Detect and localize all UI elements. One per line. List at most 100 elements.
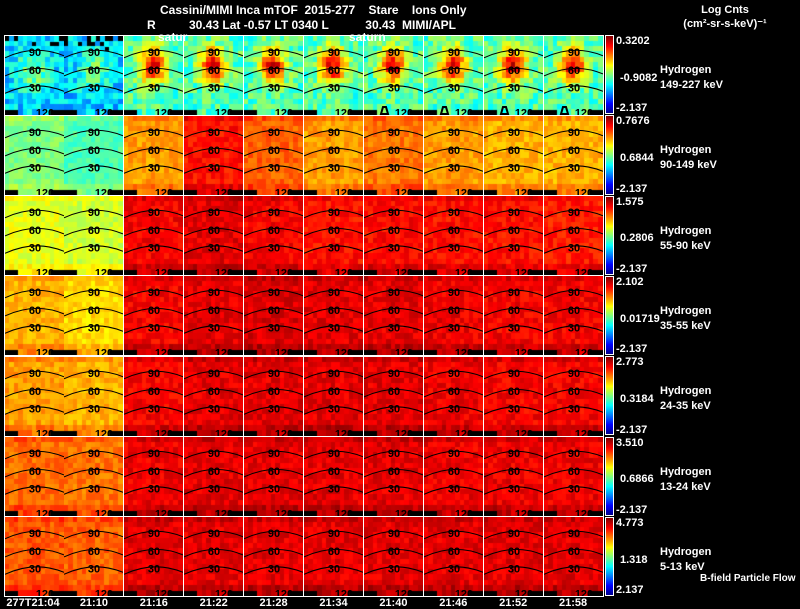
heatmap-panel: 90 60 30 120 [244,356,304,436]
heatmap-panel: 90 60 30 120 [124,356,184,436]
heatmap-cells [124,517,184,597]
heatmap-panel: 90 60 30 120 [363,115,423,195]
angle-contour-label: 120 [35,107,53,114]
angle-contour-label: 120 [155,589,173,596]
angle-contour-label: 30 [328,564,340,576]
energy-range-label: 24-35 keV [660,400,711,413]
angle-contour-label: 90 [88,287,100,299]
angle-contour [124,67,184,76]
angle-contour [124,325,184,335]
angle-contour [543,228,603,237]
angle-contour-label: 120 [35,509,53,516]
heatmap-panel: 90 60 30 120 [4,115,64,195]
angle-contour [4,325,64,335]
angle-contour-label: 90 [268,528,280,540]
angle-contour-label: 90 [28,287,40,299]
angle-contour-label: 30 [388,323,400,335]
angle-contour [363,531,423,540]
angle-contour [423,486,483,495]
angle-contour-label: 120 [335,187,353,194]
angle-contour [64,165,124,174]
heatmap-cells [363,196,423,276]
angle-contour-label: 30 [508,242,520,254]
saturn-marker-label: satur [158,30,188,44]
angle-contour-label: 90 [148,127,160,139]
angle-contour [423,245,483,254]
angle-contour-label: 90 [88,207,100,219]
angle-contour-label: 120 [215,348,233,355]
angle-contour-label: 120 [574,107,592,114]
angle-contour-label: 30 [508,82,520,94]
heatmap-cells [543,196,603,276]
angle-contour [423,450,483,460]
heatmap-panel: 90 60 30 120 [124,196,184,276]
angle-contour-label: 120 [455,268,473,275]
angle-contour-label: 90 [208,127,220,139]
heatmap-cells [363,356,423,436]
angle-contour-label: 60 [508,225,520,237]
angle-contour-label: 30 [567,242,579,254]
angle-contour [64,290,124,299]
heatmap-cells [423,356,483,436]
angle-contour [304,566,363,576]
angle-contour-label: 90 [88,448,100,460]
angle-contour [483,165,543,174]
angle-contour [64,129,124,139]
angle-contour [363,209,423,219]
energy-range-label: 35-55 keV [660,320,711,332]
heatmap-panel: 90 60 30 120 [483,356,543,436]
angle-contour-label: 60 [268,64,280,76]
angle-contour-label: 90 [388,448,400,460]
angle-contour-label: 30 [388,564,400,576]
angle-contour [244,165,304,174]
angle-contour [244,228,304,237]
colorbar-min-label: 2.137 [616,584,644,597]
angle-contour [543,209,603,219]
angle-contour [363,486,423,495]
angle-contour-label: 120 [215,187,233,194]
angle-contour [4,245,64,254]
angle-contour [184,370,244,379]
heatmap-cells [483,276,543,356]
heatmap-cells [64,517,124,597]
angle-contour-label: 120 [215,107,233,114]
angle-contour [124,531,184,540]
angle-contour-label: 30 [88,162,100,174]
angle-contour-label: 60 [88,145,100,157]
angle-contour-label: 30 [388,403,400,415]
bfield-marker [499,105,510,115]
angle-contour-label: 90 [148,287,160,299]
angle-contour-label: 30 [388,483,400,495]
angle-contour-label: 30 [268,162,280,174]
angle-contour [304,370,363,379]
angle-contour [4,486,64,495]
angle-contour [363,406,423,415]
angle-contour-label: 30 [567,323,579,335]
heatmap-panel: 90 60 30 120 [4,196,64,276]
angle-contour [64,325,124,335]
angle-contour-label: 60 [328,145,340,157]
angle-contour-label: 30 [28,162,40,174]
channel-label: Hydrogen 24-35 keV [660,384,711,414]
angle-contour [4,49,64,58]
heatmap-panel: 90 60 30 120 [483,276,543,356]
angle-contour-label: 60 [268,145,280,157]
angle-contour-label: 90 [148,367,160,379]
angle-contour-label: 60 [567,225,579,237]
angle-contour [64,566,124,576]
colorbar-min-label: -2.137 [616,343,648,356]
angle-contour-label: 30 [88,82,100,94]
colorbar-max-label: 4.773 [616,516,644,529]
angle-contour [483,468,543,478]
angle-contour [4,370,64,379]
angle-contour [543,549,603,558]
angle-contour [244,531,304,540]
angle-contour [64,147,124,157]
heatmap-cells [483,356,543,436]
angle-contour [64,468,124,478]
colorbar-max-label: 2.773 [616,356,644,369]
angle-contour-label: 60 [328,466,340,478]
angle-contour [4,450,64,460]
angle-contour-label: 90 [388,528,400,540]
angle-contour-label: 60 [208,546,220,558]
